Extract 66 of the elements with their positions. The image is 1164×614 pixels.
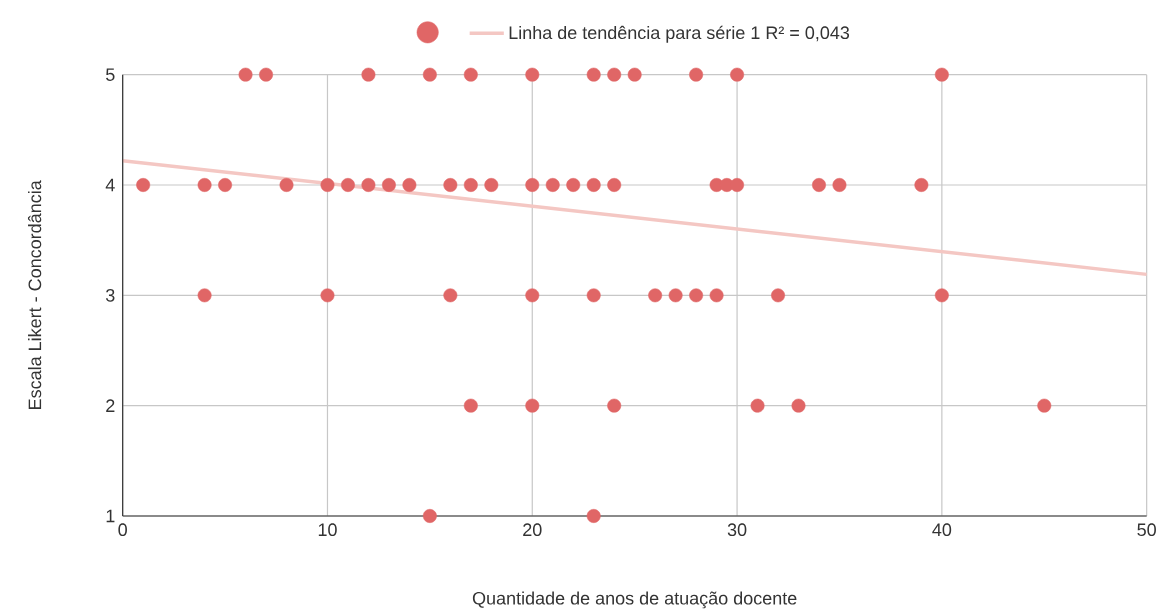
point: [525, 178, 540, 192]
point: [812, 178, 826, 192]
x-tick-label: 30: [727, 523, 747, 537]
point: [422, 67, 437, 82]
point: [586, 178, 601, 192]
point: [525, 398, 540, 413]
point: [238, 67, 253, 82]
point: [668, 288, 683, 303]
point: [730, 67, 745, 82]
x-tick-label: 10: [318, 523, 337, 537]
point: [259, 67, 273, 82]
y-tick-label: 2: [106, 399, 115, 412]
point: [607, 67, 622, 82]
point: [463, 398, 478, 413]
point: [709, 288, 724, 303]
point: [689, 67, 704, 82]
point: [607, 178, 622, 192]
point: [566, 178, 581, 192]
point: [607, 398, 622, 413]
point: [463, 67, 478, 82]
point: [218, 178, 233, 192]
point: [443, 178, 458, 192]
point: [934, 67, 949, 82]
y-tick-label: 3: [105, 288, 115, 302]
point: [525, 288, 540, 303]
point: [586, 288, 601, 303]
point: [750, 398, 765, 413]
point: [361, 178, 376, 192]
point: [197, 288, 212, 303]
y-tick-label: 1: [106, 509, 115, 523]
point: [341, 178, 355, 192]
point: [279, 178, 294, 192]
point: [689, 288, 704, 303]
y-tick-label: 5: [106, 68, 115, 81]
point: [320, 288, 335, 303]
point: [136, 178, 151, 192]
point: [545, 178, 560, 192]
x-tick-label: 40: [932, 523, 952, 537]
point: [402, 178, 417, 192]
point: [381, 178, 396, 192]
point: [934, 288, 949, 303]
point: [914, 178, 929, 192]
point: [422, 509, 437, 523]
x-axis-title: Quantidade de anos de atuação docente: [472, 591, 797, 609]
legend-label: Linha de tendência para série 1 R² = 0,043: [509, 25, 850, 43]
y-axis-title: Escala Likert - Concordância: [27, 180, 42, 409]
point: [771, 288, 785, 303]
point: [525, 67, 540, 82]
point: [463, 178, 478, 192]
point: [627, 67, 642, 82]
x-tick-label: 0: [118, 523, 127, 537]
point: [730, 178, 745, 192]
point: [791, 398, 806, 413]
point: [1037, 398, 1052, 413]
point: [648, 288, 663, 303]
y-tick-label: 4: [105, 178, 115, 192]
point: [586, 509, 601, 523]
x-tick-label: 50: [1137, 523, 1156, 537]
point: [586, 67, 601, 82]
point: [484, 178, 499, 192]
point: [832, 178, 847, 192]
x-tick-label: 20: [523, 523, 542, 537]
point: [320, 178, 335, 192]
point: [361, 67, 376, 82]
point: [197, 178, 212, 192]
point: [443, 288, 458, 303]
